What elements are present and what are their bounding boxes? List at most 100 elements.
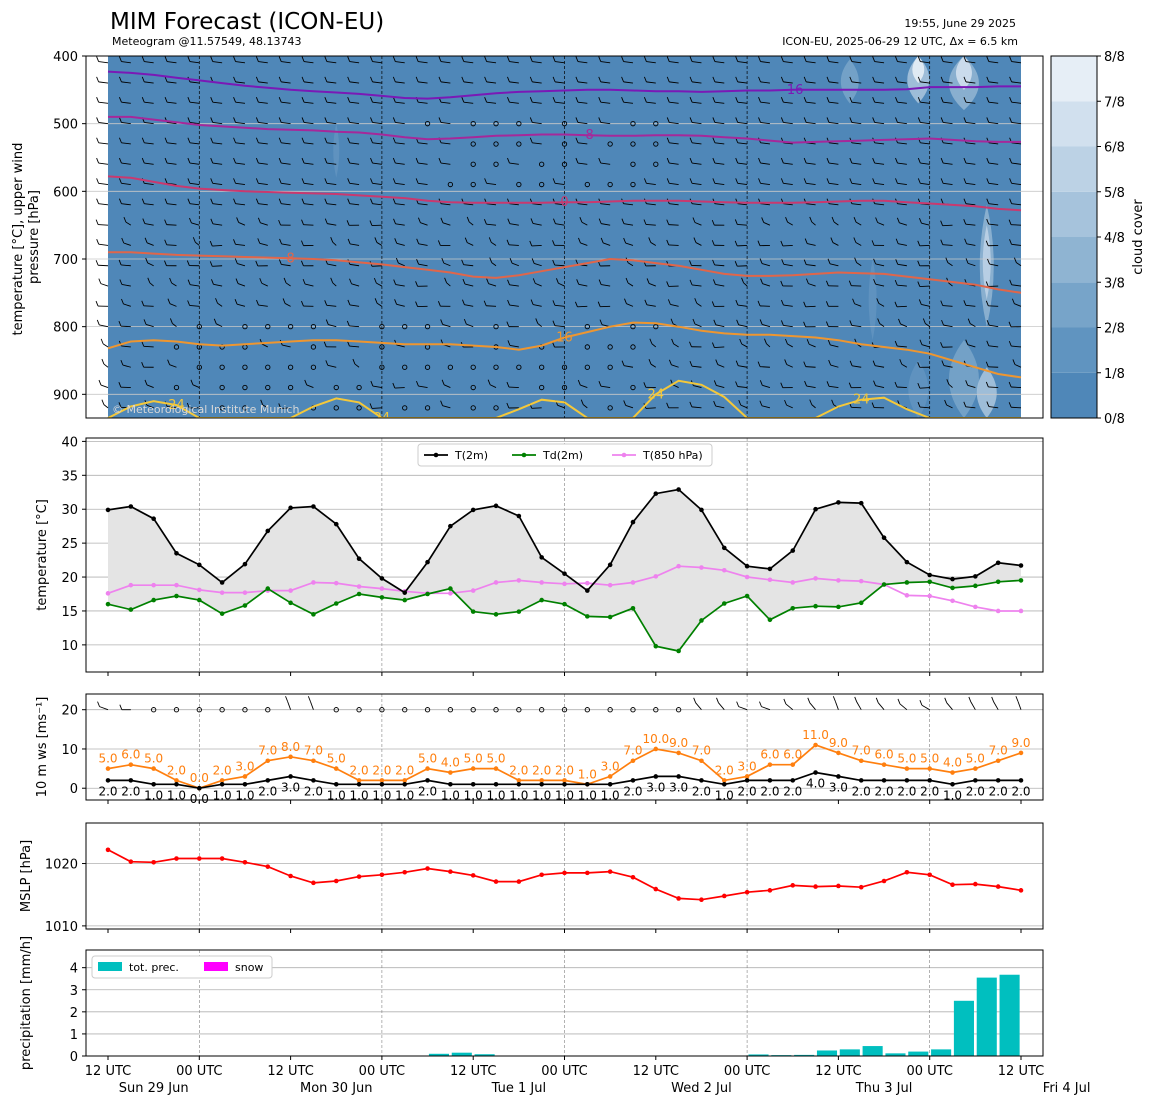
upper-barb [373, 277, 383, 287]
upper-barb-flag [738, 399, 742, 406]
upper-barb-flag [370, 157, 373, 164]
upper-barb-staff [806, 203, 816, 206]
upper-barb-calm [516, 121, 522, 127]
upper-barb-flag [279, 238, 282, 245]
upper-barb [713, 380, 725, 388]
x-day-label-5: Fri 4 Jul [1043, 1081, 1091, 1096]
upper-barb [464, 237, 474, 246]
upper-barb [826, 56, 839, 64]
upper-barb [370, 76, 382, 84]
upper-barb [119, 178, 131, 186]
upper-barb [392, 157, 405, 165]
td2m-point [950, 585, 955, 591]
td2m-point [585, 614, 590, 619]
t850-point [311, 580, 316, 585]
upper-barb-staff [988, 162, 999, 165]
upper-barb-flag [985, 361, 989, 367]
upper-barb-flag [373, 277, 377, 284]
upper-barb [278, 198, 291, 206]
isotherm-label--16: -16 [782, 83, 803, 98]
upper-barb-staff [144, 142, 154, 145]
upper-barb [946, 379, 953, 388]
mslp-point [493, 879, 499, 884]
upper-barb-flag [141, 97, 145, 103]
upper-barb [301, 117, 314, 125]
t2m-point [721, 545, 727, 551]
upper-barb-flag [825, 301, 829, 307]
wind-barb-flag [944, 697, 948, 703]
upper-barb-flag [1009, 198, 1013, 204]
upper-barb-flag [944, 399, 948, 406]
upper-barb-staff [1011, 386, 1022, 389]
upper-barb-staff [167, 122, 177, 125]
td2m-point [470, 609, 476, 614]
upper-barb-staff [648, 283, 656, 287]
upper-barb [648, 237, 657, 246]
upper-barb-staff [349, 162, 360, 165]
upper-barb [255, 198, 268, 206]
upper-barb-staff [212, 265, 223, 267]
upper-barb-staff [376, 302, 383, 307]
td2m-point [721, 601, 727, 606]
wind-barb [119, 704, 131, 711]
wind-mean-label: 3.0 [646, 780, 665, 794]
upper-barb-flag [119, 137, 122, 143]
upper-barb [805, 278, 816, 287]
t2m-point [470, 507, 476, 513]
upper-barb-flag [369, 403, 373, 409]
upper-barb-staff [851, 101, 862, 104]
wind-gust-point [516, 778, 522, 783]
upper-barb [96, 319, 109, 328]
wind-gust-label: 5.0 [464, 752, 483, 766]
upper-barb-flag [1009, 97, 1013, 103]
upper-barb-staff [714, 142, 725, 145]
colorbar-tick-label-4: 4/8 [1104, 231, 1125, 246]
upper-barb-flag [347, 198, 351, 204]
upper-barb-staff [965, 122, 976, 125]
t2m-point [379, 576, 385, 581]
upper-barb [780, 240, 793, 247]
wind-barb [97, 701, 109, 711]
upper-barb [233, 76, 246, 84]
upper-barb-staff [1011, 406, 1022, 409]
upper-barb-staff [532, 203, 542, 206]
upper-barb [301, 97, 314, 104]
upper-barb-staff [671, 364, 679, 368]
upper-barb-staff [491, 241, 497, 246]
upper-barb-staff [192, 384, 200, 388]
upper-barb-staff [169, 303, 177, 307]
upper-barb-staff [695, 242, 702, 246]
upper-barb-staff [349, 101, 360, 104]
upper-barb [278, 178, 291, 186]
upper-barb [963, 401, 976, 409]
upper-barb-staff [1011, 122, 1022, 125]
upper-barb-flag [1008, 381, 1012, 388]
upper-barb-staff [650, 242, 657, 246]
upper-barb-flag [575, 76, 579, 83]
upper-barb [986, 178, 999, 186]
upper-barb-flag [735, 360, 739, 366]
upper-barb-flag [963, 56, 967, 62]
upper-barb [576, 279, 588, 287]
upper-barb-staff [875, 263, 885, 267]
upper-barb-flag [692, 318, 696, 325]
upper-barb [940, 220, 953, 227]
wind-mean-point [174, 781, 179, 787]
upper-barb-staff [509, 344, 519, 348]
upper-barb [967, 318, 976, 328]
upper-barb-flag [803, 321, 807, 328]
wind-barb-calm [150, 707, 157, 713]
upper-barb-staff [919, 387, 930, 389]
colorbar-tick-label-2: 2/8 [1104, 322, 1125, 337]
upper-barb-staff [920, 142, 930, 145]
upper-barb [461, 97, 474, 104]
cloud-cover-colorbar: 0/81/82/83/84/85/86/87/88/8 [1050, 50, 1125, 427]
upper-barb-staff [783, 142, 793, 145]
upper-barb-staff [281, 263, 291, 267]
wind-barb-staff [899, 703, 908, 711]
upper-barb-flag [118, 259, 122, 266]
td2m-point [790, 605, 796, 611]
upper-barb [507, 279, 519, 287]
upper-barb-staff [715, 284, 725, 287]
mslp-point [333, 878, 339, 884]
